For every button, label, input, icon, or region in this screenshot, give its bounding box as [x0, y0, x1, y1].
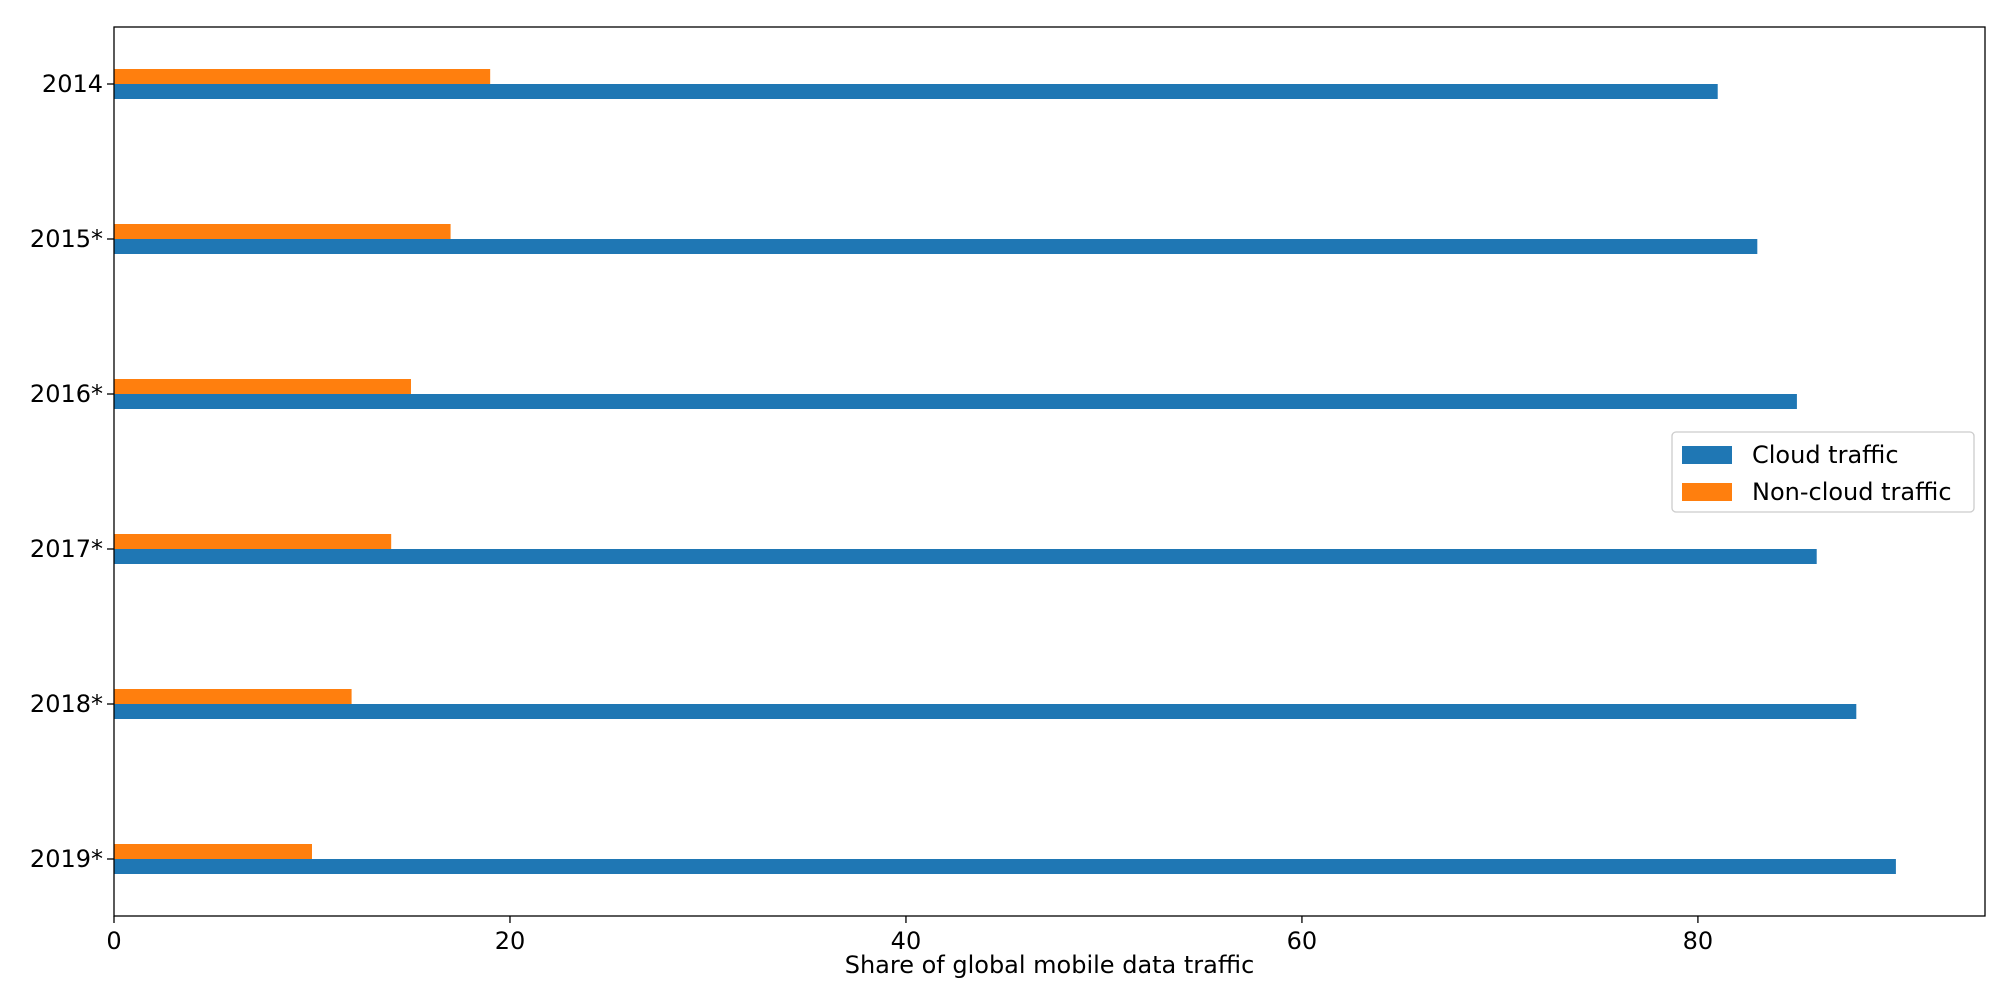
bar-cloud-0 — [114, 84, 1718, 99]
x-tick-label-0: 0 — [106, 927, 121, 955]
y-tick-label-1: 2015* — [30, 225, 103, 253]
y-tick-label-0: 2014 — [42, 70, 103, 98]
legend: Cloud traffic Non-cloud traffic — [1671, 431, 1975, 513]
y-tick-label-5: 2019* — [30, 845, 103, 873]
bar-non-cloud-0 — [114, 69, 491, 84]
bar-non-cloud-3 — [114, 534, 392, 549]
bar-non-cloud-5 — [114, 844, 312, 859]
bars-layer — [114, 69, 1896, 874]
legend-box — [1671, 431, 1975, 513]
bar-cloud-3 — [114, 549, 1817, 564]
bar-non-cloud-1 — [114, 224, 451, 239]
bar-cloud-1 — [114, 239, 1758, 254]
bar-cloud-4 — [114, 704, 1857, 719]
bar-non-cloud-2 — [114, 379, 411, 394]
plot-frame — [113, 26, 1986, 917]
legend-label-cloud: Cloud traffic — [1752, 441, 1899, 469]
x-axis-label: Share of global mobile data traffic — [845, 951, 1255, 979]
legend-label-non-cloud: Non-cloud traffic — [1752, 478, 1952, 506]
bar-cloud-2 — [114, 394, 1797, 409]
x-axis-ticks: 0 20 40 60 80 — [106, 916, 1713, 955]
bar-non-cloud-4 — [114, 689, 352, 704]
x-tick-label-3: 60 — [1287, 927, 1318, 955]
y-tick-label-4: 2018* — [30, 690, 103, 718]
legend-swatch-non-cloud — [1682, 483, 1732, 501]
y-tick-label-3: 2017* — [30, 535, 103, 563]
bar-cloud-5 — [114, 859, 1896, 874]
y-axis-ticks: 2014 2015* 2016* 2017* 2018* 2019* — [30, 70, 114, 873]
x-tick-label-4: 80 — [1683, 927, 1714, 955]
legend-swatch-cloud — [1682, 446, 1732, 464]
x-tick-label-2: 40 — [891, 927, 922, 955]
x-tick-label-1: 20 — [495, 927, 526, 955]
y-tick-label-2: 2016* — [30, 380, 103, 408]
